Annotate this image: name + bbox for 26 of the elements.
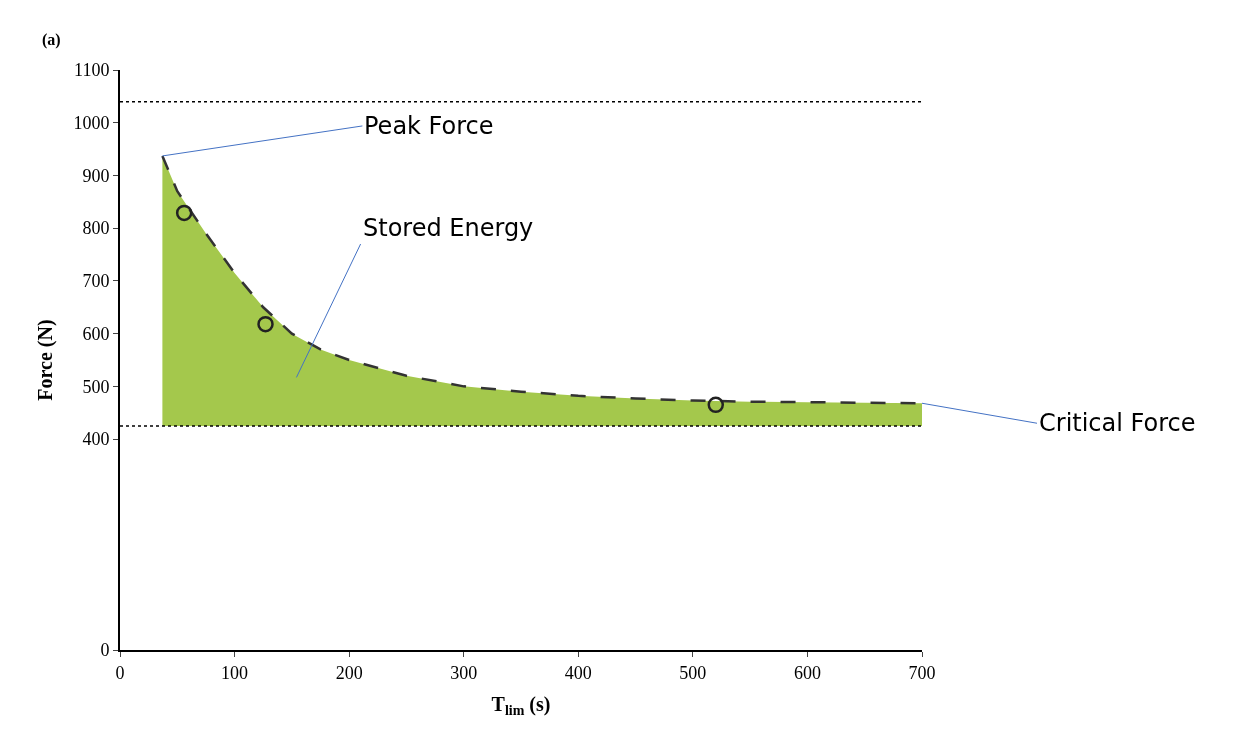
annotation: Critical Force bbox=[1039, 409, 1196, 437]
x-tick-label: 400 bbox=[564, 662, 592, 683]
y-tick-label: 800 bbox=[82, 218, 110, 239]
x-tick-label: 300 bbox=[450, 662, 478, 683]
point bbox=[707, 396, 725, 414]
point bbox=[257, 315, 274, 333]
x-tick-label: 500 bbox=[679, 662, 707, 683]
y-tick-label: 0 bbox=[100, 640, 110, 661]
x-tick-label: 600 bbox=[793, 662, 821, 683]
x-tick-label: 200 bbox=[335, 662, 363, 683]
y-tick-label: 700 bbox=[82, 271, 110, 292]
text: (a) bbox=[42, 31, 61, 49]
y-axis-title: Force (N) bbox=[34, 319, 58, 401]
y-tick-label: 900 bbox=[82, 165, 110, 186]
y-tick-label: 1000 bbox=[73, 113, 110, 134]
annotation: Stored Energy bbox=[363, 214, 534, 242]
x-tick-label: 100 bbox=[221, 662, 249, 683]
y-tick-label: 600 bbox=[82, 323, 110, 344]
x-tick-label: 0 bbox=[115, 662, 125, 683]
x-tick-label: 700 bbox=[908, 662, 936, 683]
annotation: Peak Force bbox=[364, 112, 494, 140]
y-tick-label: 1100 bbox=[74, 60, 110, 81]
y-tick-label: 500 bbox=[82, 376, 110, 397]
y-tick-label: 400 bbox=[82, 429, 110, 450]
point bbox=[175, 204, 193, 222]
x-axis-title: T$_{lim}$ (s) bbox=[491, 692, 551, 718]
